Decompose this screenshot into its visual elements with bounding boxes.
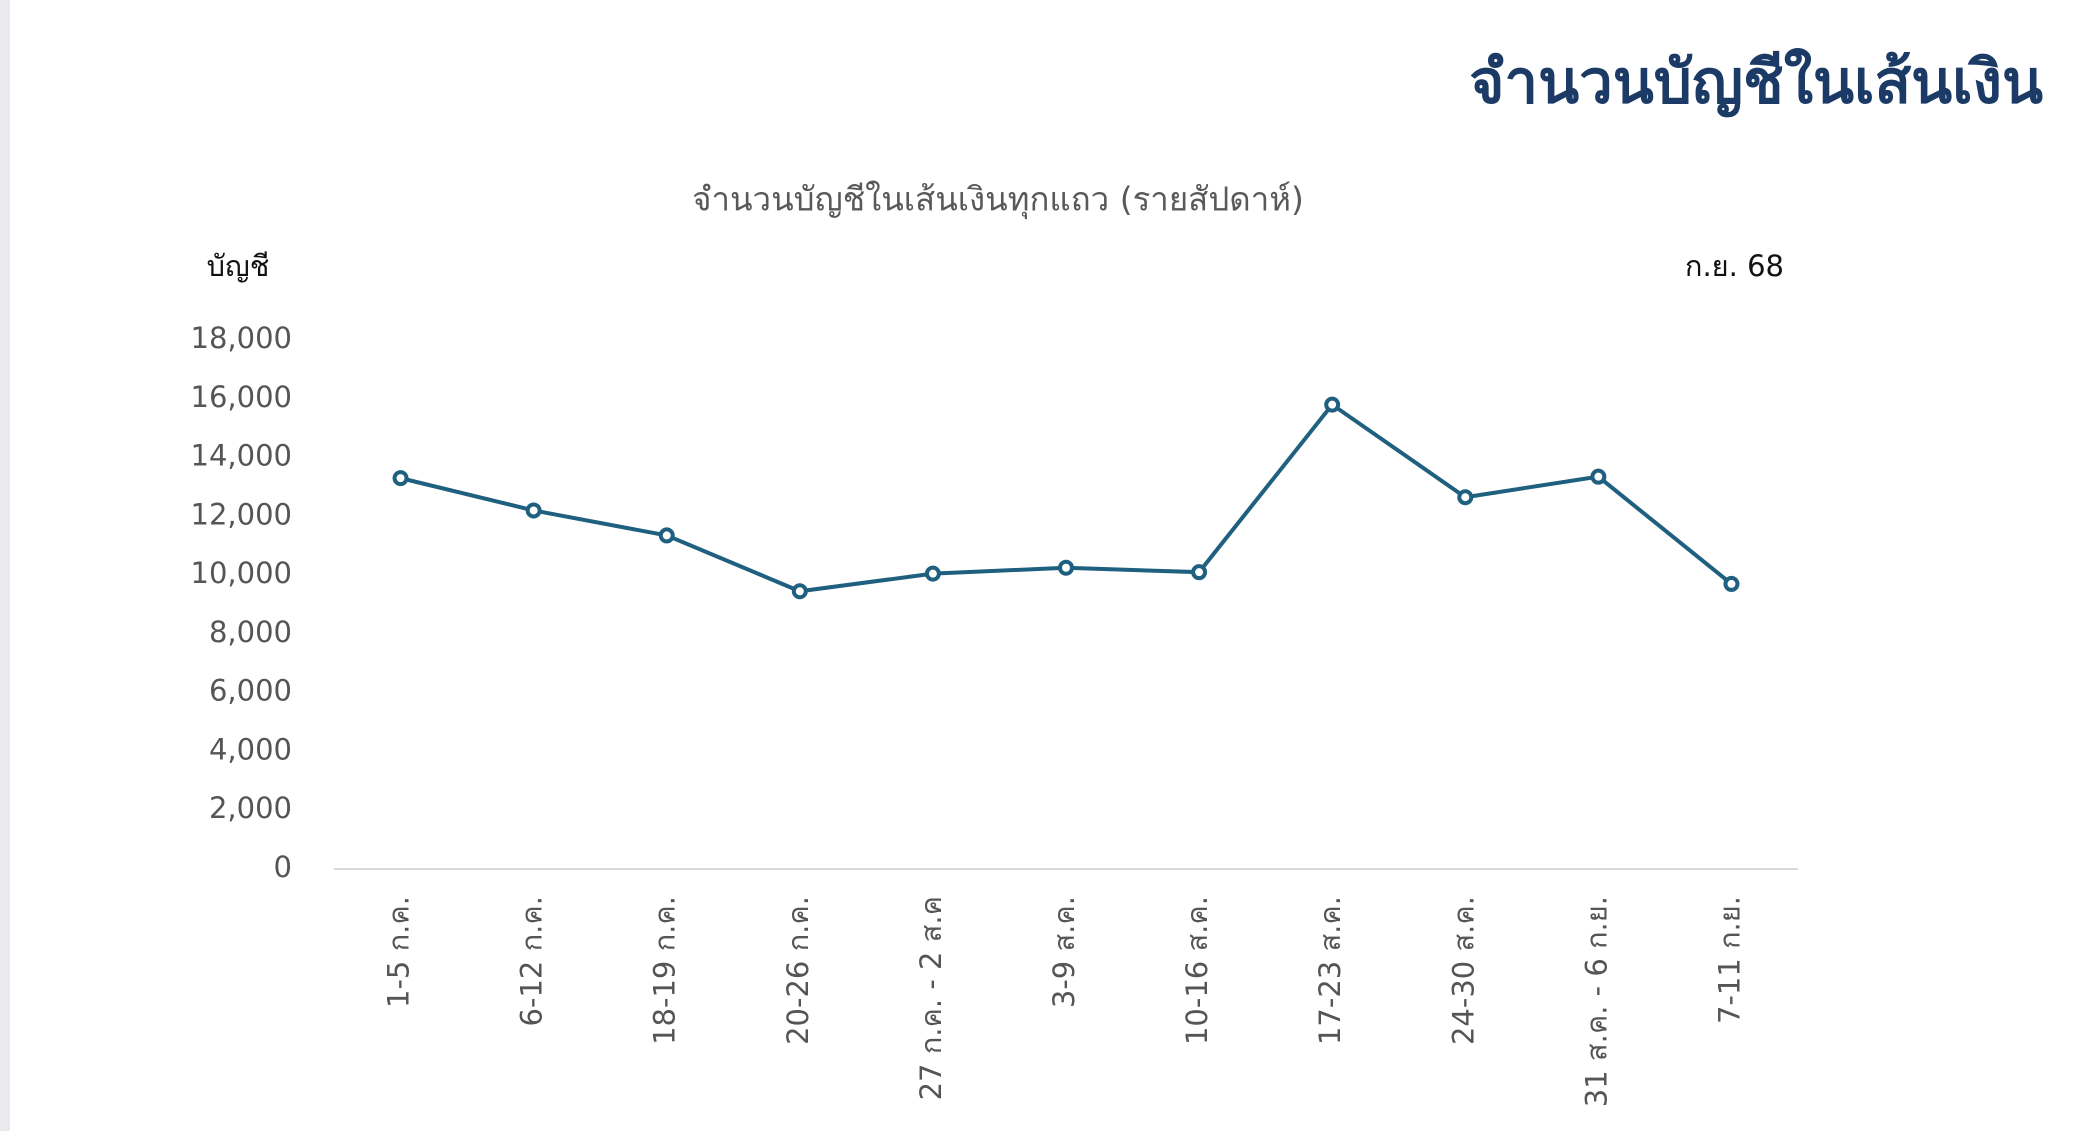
x-tick-label: 24-30 ส.ค. [1446, 896, 1480, 1045]
y-tick-label: 18,000 [191, 321, 292, 355]
x-tick-label: 1-5 ก.ค. [382, 896, 416, 1008]
y-tick-label: 12,000 [191, 497, 292, 531]
x-tick-label: 17-23 ส.ค. [1313, 896, 1347, 1045]
point [1590, 468, 1607, 485]
annotation: ก.ย. 68 [1685, 249, 1784, 283]
x-tick-label: 7-11 ก.ย. [1712, 896, 1746, 1024]
y-tick-label: 8,000 [209, 615, 292, 649]
y-tick-label: 0 [274, 850, 292, 884]
x-tick-label: 3-9 ส.ค. [1047, 896, 1081, 1008]
y-tick-label: 10,000 [191, 556, 292, 590]
point [1457, 489, 1474, 506]
y-tick-label: 16,000 [191, 380, 292, 414]
point [1191, 564, 1208, 581]
point [791, 583, 808, 600]
point [392, 470, 409, 487]
x-tick-label: 27 ก.ค. - 2 ส.ค [914, 896, 948, 1100]
y-tick-label: 6,000 [209, 674, 292, 708]
x-tick-label: 10-16 ส.ค. [1180, 896, 1214, 1045]
point [1058, 559, 1074, 576]
left-edge [0, 0, 10, 1131]
y-axis-label: บัญชี [207, 249, 270, 283]
point [658, 527, 675, 544]
point [1723, 575, 1740, 592]
y-tick-label: 2,000 [209, 791, 292, 825]
point [924, 565, 941, 582]
x-tick-label: 20-26 ก.ค. [781, 896, 815, 1045]
chart-title: จำนวนบัญชีในเส้นเงินทุกแถว (รายสัปดาห์) [692, 180, 1304, 220]
y-tick-label: 4,000 [209, 732, 292, 766]
x-tick-label: 18-19 ก.ค. [648, 896, 682, 1045]
x-tick-label: 6-12 ก.ค. [515, 896, 549, 1026]
y-tick-label: 14,000 [191, 439, 292, 473]
page-title: จำนวนบัญชีในเส้นเงิน [1469, 48, 2043, 118]
point [1324, 396, 1341, 413]
point [525, 502, 542, 519]
x-tick-label: 31 ส.ค. - 6 ก.ย. [1579, 896, 1613, 1107]
